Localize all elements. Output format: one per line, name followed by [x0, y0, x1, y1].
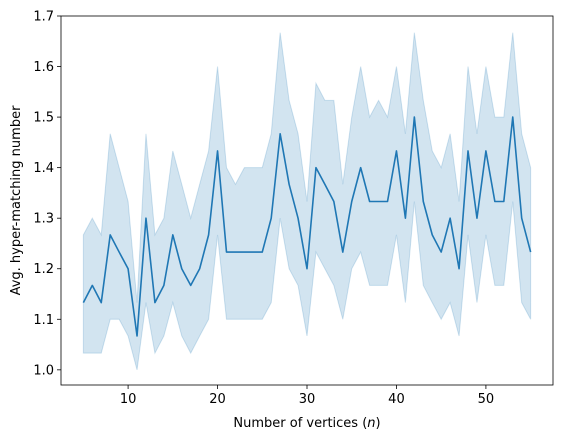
data-point: [91, 284, 94, 287]
data-point: [297, 217, 300, 220]
data-point: [127, 267, 130, 270]
axes: 10 20 30 40 50 1.0 1.1 1.2 1.3 1.4 1.5 1.6 1.7: [33, 10, 554, 407]
data-point: [198, 267, 201, 270]
data-point: [395, 149, 398, 152]
data-point: [341, 251, 344, 254]
data-point: [475, 217, 478, 220]
data-point: [458, 267, 461, 270]
confidence-band: [82, 32, 532, 370]
data-point: [82, 301, 85, 304]
data-point: [243, 251, 246, 254]
data-point: [431, 233, 434, 236]
data-point: [511, 116, 514, 119]
plot-area: [82, 32, 532, 370]
x-axis-label: Number of vertices (n): [233, 416, 380, 431]
data-point: [144, 217, 147, 220]
data-point: [162, 284, 165, 287]
data-point: [449, 217, 452, 220]
x-tick-label: 20: [209, 392, 226, 407]
data-point: [359, 166, 362, 169]
data-point: [386, 200, 389, 203]
data-point: [118, 251, 121, 254]
x-tick-label: 40: [388, 392, 405, 407]
data-point: [484, 149, 487, 152]
y-tick-label: 1.1: [33, 313, 54, 328]
data-point: [153, 301, 156, 304]
data-point: [493, 200, 496, 203]
mean-line: [82, 116, 532, 337]
y-tick-label: 1.2: [33, 262, 54, 277]
data-point: [171, 233, 174, 236]
data-point: [440, 251, 443, 254]
data-point: [306, 267, 309, 270]
x-tick-label: 10: [120, 392, 137, 407]
data-point: [377, 200, 380, 203]
data-point: [216, 149, 219, 152]
data-point: [422, 200, 425, 203]
data-point: [288, 183, 291, 186]
y-tick-label: 1.5: [33, 111, 54, 126]
y-tick-label: 1.3: [33, 212, 54, 227]
data-point: [252, 251, 255, 254]
y-tick-label: 1.4: [33, 161, 54, 176]
data-point: [270, 217, 273, 220]
x-tick-label: 30: [299, 392, 316, 407]
y-tick-label: 1.0: [33, 363, 54, 378]
y-tick-label: 1.6: [33, 60, 54, 75]
data-point: [207, 233, 210, 236]
data-point: [189, 284, 192, 287]
data-point: [413, 116, 416, 119]
data-point: [109, 233, 112, 236]
data-point: [234, 251, 237, 254]
data-point: [368, 200, 371, 203]
data-point: [279, 132, 282, 135]
data-point: [261, 251, 264, 254]
data-point: [136, 334, 139, 337]
data-point: [529, 251, 532, 254]
data-point: [404, 217, 407, 220]
data-point: [502, 200, 505, 203]
x-tick-label: 50: [478, 392, 495, 407]
y-axis-label: Avg. hyper-matching number: [9, 105, 24, 295]
data-point: [100, 301, 103, 304]
y-tick-label: 1.7: [33, 10, 54, 25]
data-point: [314, 166, 317, 169]
data-point: [332, 200, 335, 203]
data-point: [467, 149, 470, 152]
data-point: [180, 267, 183, 270]
data-point: [323, 183, 326, 186]
data-point: [520, 217, 523, 220]
data-point: [225, 251, 228, 254]
data-point: [350, 200, 353, 203]
